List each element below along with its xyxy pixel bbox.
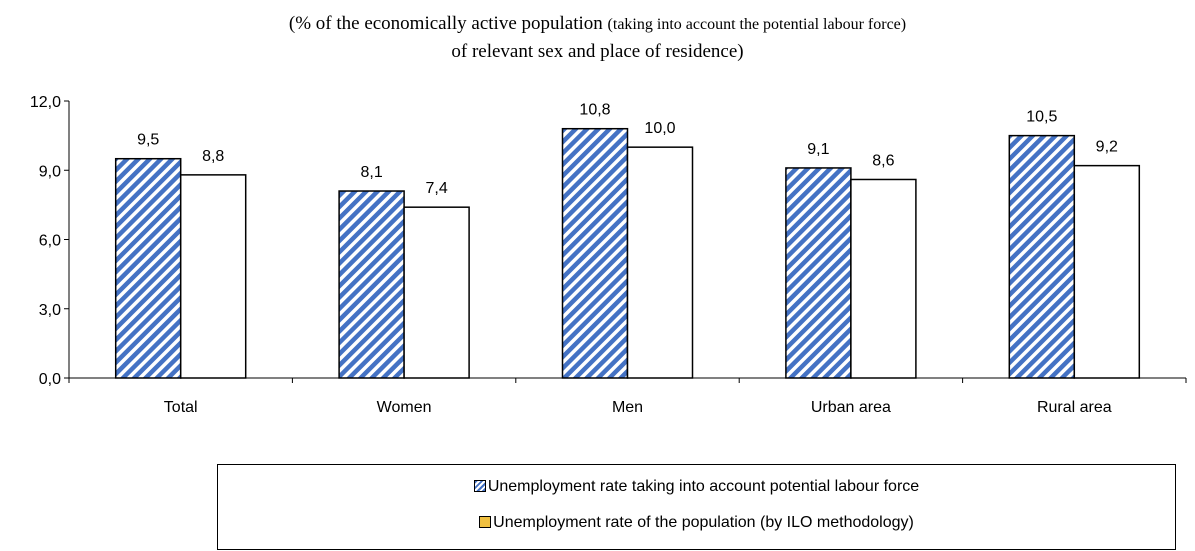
bar-series-1 xyxy=(785,167,852,379)
legend-label-series-2: Unemployment rate of the population (by … xyxy=(493,514,914,531)
data-label-series-2: 7,4 xyxy=(425,180,447,197)
chart-legend: Unemployment rate taking into account po… xyxy=(217,464,1176,550)
data-label-series-2: 10,0 xyxy=(644,120,675,137)
data-label-series-1: 9,5 xyxy=(137,132,159,149)
x-tick-label: Women xyxy=(377,399,432,416)
bar-series-1 xyxy=(114,157,182,379)
legend-item-series-2: Unemployment rate of the population (by … xyxy=(218,514,1175,532)
hatched-swatch-icon xyxy=(473,480,486,492)
legend-label-series-1: Unemployment rate taking into account po… xyxy=(487,478,920,495)
x-tick-label: Urban area xyxy=(811,399,891,416)
y-tick-label: 12,0 xyxy=(30,94,61,111)
data-label-series-2: 8,6 xyxy=(872,152,894,169)
legend-item-series-1: Unemployment rate taking into account po… xyxy=(218,478,1175,496)
y-tick-label: 0,0 xyxy=(39,371,61,388)
chart-title-main: (% of the economically active population xyxy=(288,13,603,34)
data-label-series-2: 8,8 xyxy=(202,148,224,165)
bar-series-2 xyxy=(850,178,917,379)
bar-series-2 xyxy=(403,206,470,379)
y-tick-label: 3,0 xyxy=(39,302,61,319)
data-label-series-2: 9,2 xyxy=(1096,139,1118,156)
bar-chart: 0,0 3,0 6,0 9,0 12,0 Total Women Men Urban area R… xyxy=(30,94,1187,416)
data-label-series-1: 8,1 xyxy=(360,164,382,181)
data-label-series-1: 10,8 xyxy=(579,102,610,119)
chart-title: (% of the economically active population… xyxy=(0,10,1195,65)
x-tick-label: Men xyxy=(612,399,643,416)
bar-series-1 xyxy=(561,127,629,379)
bar-series-1 xyxy=(1008,134,1076,379)
bar-series-2 xyxy=(1073,164,1141,379)
solid-swatch-icon xyxy=(479,516,492,528)
x-tick-label: Total xyxy=(164,399,198,416)
bar-series-1 xyxy=(338,190,405,379)
x-tick-label: Rural area xyxy=(1037,399,1112,416)
chart-title-note: (taking into account the potential labou… xyxy=(607,16,907,33)
data-label-series-1: 9,1 xyxy=(807,141,829,158)
y-tick-label: 6,0 xyxy=(39,233,61,250)
chart-title-line2: of relevant sex and place of residence) xyxy=(451,41,744,62)
bar-series-2 xyxy=(626,146,694,379)
data-label-series-1: 10,5 xyxy=(1026,109,1057,126)
bar-series-2 xyxy=(179,174,247,379)
y-tick-label: 9,0 xyxy=(39,163,61,180)
